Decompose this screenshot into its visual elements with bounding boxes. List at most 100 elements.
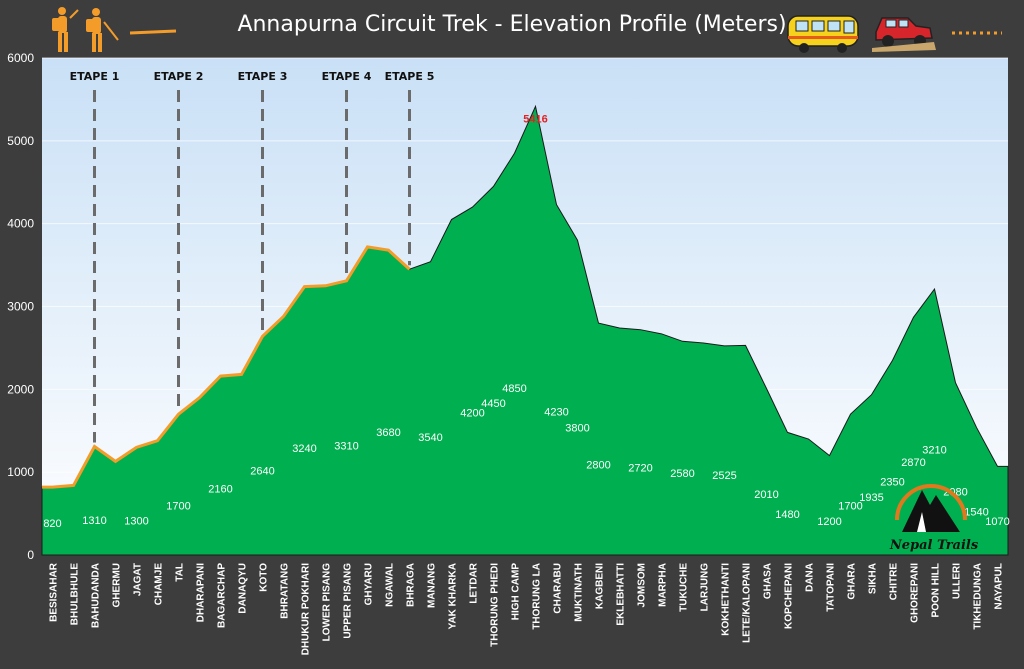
x-tick-label: GHYARU	[364, 563, 375, 605]
data-label: 5416	[523, 113, 547, 125]
data-label: 820	[43, 518, 61, 530]
data-label: 3680	[376, 427, 400, 439]
x-tick-label: BHULBHULE	[70, 563, 81, 626]
y-tick-label: 3000	[7, 300, 34, 314]
chart-title: Annapurna Circuit Trek - Elevation Profi…	[237, 12, 787, 37]
data-label: 1540	[964, 507, 988, 519]
data-label: 2010	[754, 489, 778, 501]
x-axis-ticks: BESISAHAR BHULBHULE BAHUDANDA GHERMU JAGAT CH…	[49, 562, 1005, 655]
data-label: 2800	[586, 460, 610, 472]
x-tick-label: CHARABU	[553, 563, 564, 614]
y-tick-label: 2000	[7, 382, 34, 396]
x-tick-label: THORUNG LA	[532, 563, 543, 630]
data-label: 4230	[544, 406, 568, 418]
x-tick-label: YAK KHARKA	[448, 563, 459, 629]
x-tick-label: DANA	[805, 563, 816, 592]
data-labels: 820 1310 1300 1700 2160 2640 3240 3310 3680 3540 4…	[43, 113, 1009, 530]
stage-label: ETAPE 4	[322, 70, 372, 83]
x-tick-label: TAL	[175, 563, 186, 582]
x-tick-label: POON HILL	[931, 563, 942, 617]
x-tick-label: SIKHA	[868, 563, 879, 594]
x-tick-label: LOWER PISANG	[322, 563, 333, 642]
x-tick-label: LETDAR	[469, 562, 480, 603]
x-tick-label: JAGAT	[133, 563, 144, 596]
bus-icon	[787, 15, 859, 53]
data-label: 2350	[880, 476, 904, 488]
data-label: 1480	[775, 509, 799, 521]
data-label: 3210	[922, 444, 946, 456]
data-label: 1310	[82, 515, 106, 527]
x-tick-label: TIKHEDUNGA	[973, 563, 984, 630]
data-label: 4850	[502, 383, 526, 395]
x-tick-label: GHASA	[763, 563, 774, 599]
data-label: 1070	[985, 516, 1009, 528]
x-tick-label: DANAQYU	[238, 563, 249, 614]
x-tick-label: KOTO	[259, 563, 270, 592]
elevation-area	[41, 104, 1009, 556]
x-tick-label: GHARA	[847, 563, 858, 600]
data-label: 3540	[418, 432, 442, 444]
logo-text: Nepal Trails	[889, 538, 979, 553]
data-label: 2580	[670, 468, 694, 480]
data-label: 3310	[334, 441, 358, 453]
data-label: 1700	[838, 501, 862, 513]
x-tick-label: BHRATANG	[280, 563, 291, 619]
x-tick-label: THORUNG PHEDI	[490, 563, 501, 647]
data-label: 4200	[460, 407, 484, 419]
x-tick-label: GHERMU	[112, 563, 123, 607]
y-tick-label: 5000	[7, 134, 34, 148]
stage-label: ETAPE 2	[154, 70, 204, 83]
data-label: 1300	[124, 516, 148, 528]
y-tick-label: 6000	[7, 51, 34, 65]
x-tick-label: TATOPANI	[826, 563, 837, 612]
x-tick-label: MUKTINATH	[574, 563, 585, 622]
data-label: 2720	[628, 463, 652, 475]
x-tick-label: LETE/KALOPANI	[742, 563, 753, 643]
x-tick-label: MANANG	[427, 563, 438, 608]
data-label: 2640	[250, 466, 274, 478]
x-tick-label: NGAWAL	[385, 563, 396, 607]
x-tick-label: BHRAGA	[406, 563, 417, 607]
x-tick-label: KOKHETHANTI	[721, 563, 732, 636]
data-label: 2525	[712, 470, 736, 482]
y-tick-label: 4000	[7, 217, 34, 231]
x-tick-label: DHARAPANI	[196, 563, 207, 622]
x-tick-label: UPPER PISANG	[343, 563, 354, 639]
data-label: 4450	[481, 398, 505, 410]
data-label: 3240	[292, 443, 316, 455]
hikers-icon	[52, 7, 119, 52]
stage-markers: ETAPE 1 ETAPE 2 ETAPE 3 ETAPE 4 ETAPE 5	[70, 70, 435, 443]
x-tick-label: DHUKUR POKHARI	[301, 563, 312, 655]
y-tick-label: 0	[27, 548, 34, 562]
x-tick-label: ULLERI	[952, 563, 963, 599]
data-label: 1935	[859, 492, 883, 504]
jeep-icon	[872, 17, 936, 52]
x-tick-label: MARPHA	[658, 563, 669, 607]
x-tick-label: GHOREPANI	[910, 563, 921, 623]
data-label: 3800	[565, 422, 589, 434]
x-tick-label: HIGH CAMP	[511, 563, 522, 621]
x-tick-label: LARJUNG	[700, 563, 711, 612]
x-tick-label: JOMSOM	[637, 563, 648, 607]
stage-label: ETAPE 5	[385, 70, 435, 83]
x-tick-label: EKLEBHATTI	[616, 563, 627, 626]
x-tick-label: TUKUCHE	[679, 563, 690, 612]
x-tick-label: BAHUDANDA	[91, 563, 102, 628]
x-tick-label: BESISAHAR	[49, 562, 60, 622]
x-tick-label: NAYAPUL	[994, 563, 1005, 610]
y-axis-ticks: 0 1000 2000 3000 4000 5000 6000	[7, 51, 34, 562]
stage-label: ETAPE 1	[70, 70, 120, 83]
y-tick-label: 1000	[7, 465, 34, 479]
x-tick-label: KAGBENI	[595, 563, 606, 609]
x-tick-label: CHAMJE	[154, 563, 165, 606]
x-tick-label: CHITRE	[889, 563, 900, 601]
trek-line-icon	[129, 29, 177, 35]
data-label: 2870	[901, 457, 925, 469]
data-label: 2160	[208, 483, 232, 495]
x-tick-label: KOPCHEPANI	[784, 563, 795, 629]
x-tick-label: BAGARCHAP	[217, 563, 228, 628]
nepal-trails-logo: Nepal Trails	[889, 484, 979, 553]
data-label: 1700	[166, 501, 190, 513]
stage-label: ETAPE 3	[238, 70, 288, 83]
